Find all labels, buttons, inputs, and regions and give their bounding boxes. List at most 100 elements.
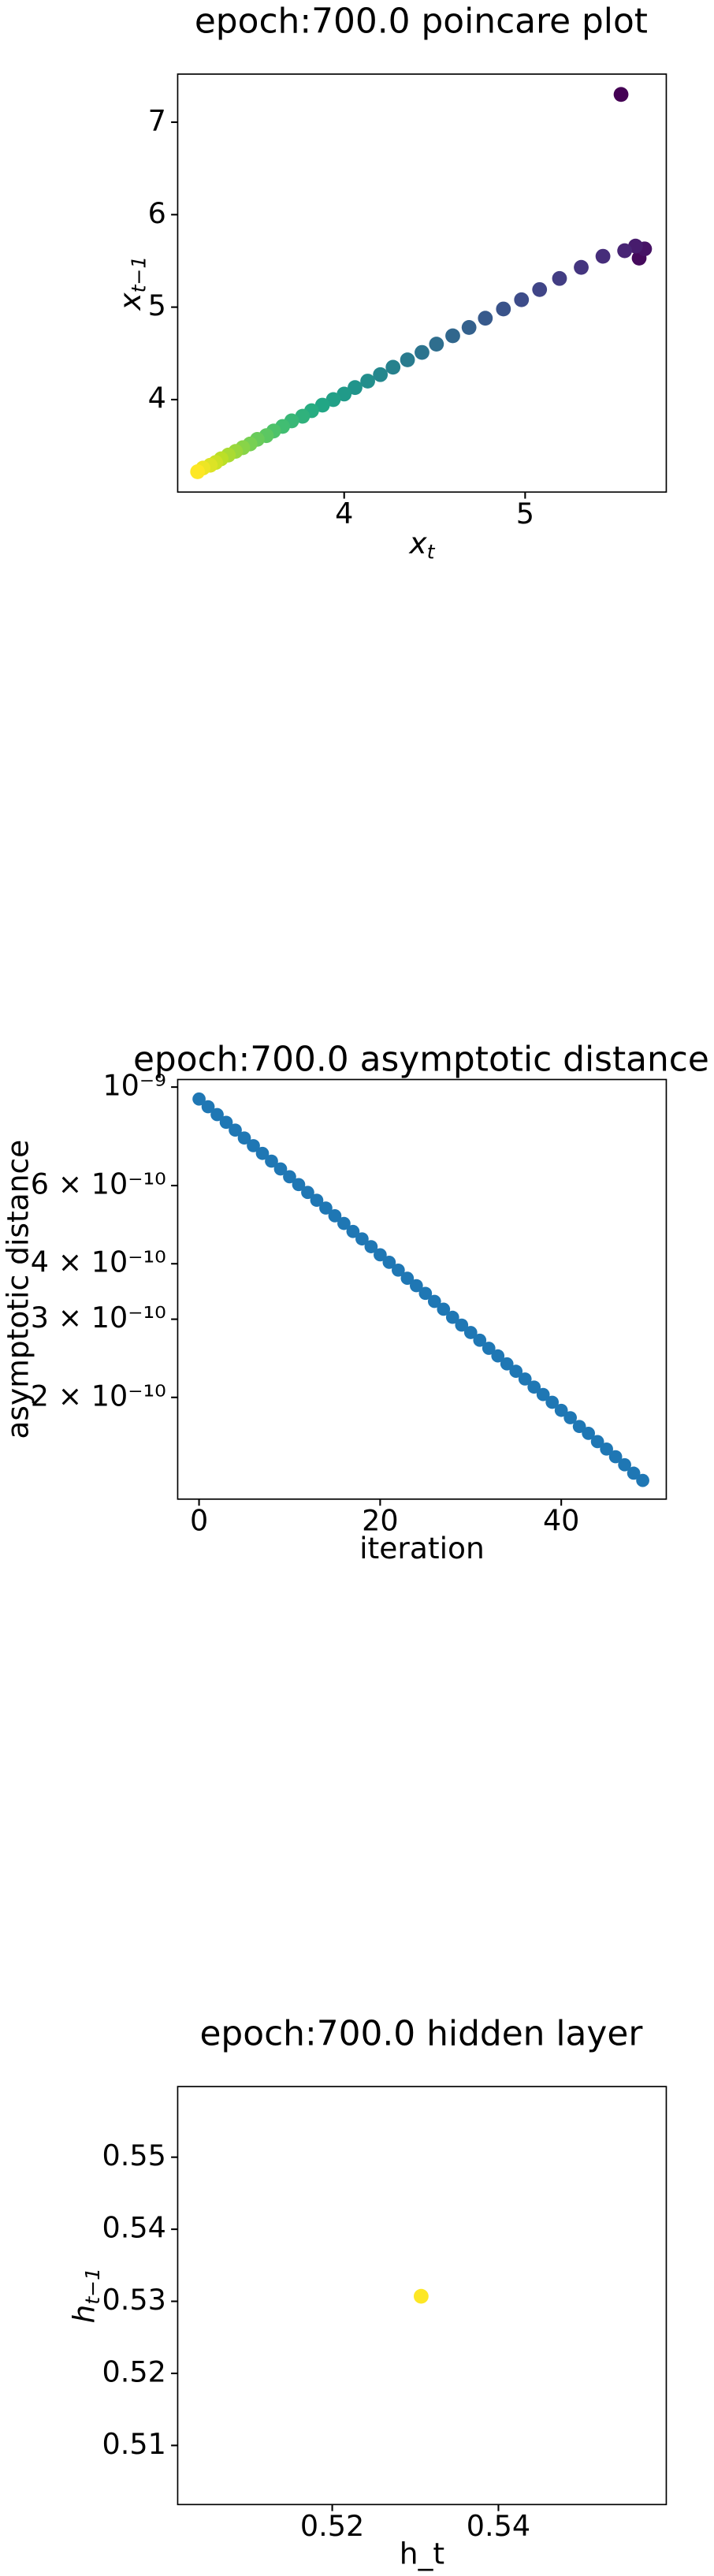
point (496, 301, 511, 317)
point (283, 1170, 296, 1184)
y-axis-label-subscript: t−1 (127, 256, 150, 293)
point (310, 1193, 324, 1208)
point (608, 1450, 623, 1464)
point (600, 1442, 613, 1456)
point (201, 1100, 215, 1114)
point (514, 292, 530, 307)
x-axis-label-base: x (408, 526, 427, 560)
y-axis-label-base: h (66, 2305, 101, 2324)
x-tick-label: 20 (362, 1504, 398, 1538)
point (552, 270, 567, 286)
point (210, 1107, 224, 1122)
point (478, 311, 493, 326)
point (355, 1232, 369, 1246)
point (364, 1240, 378, 1253)
axes-frame (177, 2086, 668, 2506)
chart-title: epoch:700.0 asymptotic distance (133, 1040, 709, 1080)
point (414, 2288, 429, 2304)
y-tick-label: 0.51 (102, 2427, 166, 2461)
point (374, 1248, 387, 1262)
point (532, 281, 548, 297)
point (617, 243, 633, 259)
point (265, 1154, 278, 1168)
point (360, 374, 375, 389)
point (427, 1294, 441, 1308)
point (595, 248, 611, 264)
y-tick-label: 0.55 (102, 2139, 166, 2172)
point (292, 1178, 306, 1192)
x-tick-label: 4 (335, 497, 353, 530)
point (373, 367, 389, 382)
point (582, 1426, 595, 1440)
point (445, 328, 460, 344)
chart-title: epoch:700.0 poincare plot (195, 1, 648, 41)
point (385, 359, 401, 375)
x-axis-label: h_t (400, 2537, 444, 2571)
point (618, 1457, 631, 1472)
x-axis-label-subscript: t (427, 540, 436, 563)
y-axis-label-subscript: t−1 (81, 2268, 104, 2305)
point (613, 87, 629, 102)
point (554, 1403, 568, 1417)
point (301, 1186, 314, 1200)
y-tick-label: 6 (148, 196, 166, 230)
point (437, 1302, 451, 1316)
point (545, 1395, 560, 1409)
point (192, 1092, 206, 1106)
x-tick-label: 5 (516, 497, 534, 530)
y-tick-label: 4 × 10⁻¹⁰ (31, 1245, 166, 1279)
point (348, 380, 363, 396)
point (463, 1326, 478, 1339)
point (445, 1310, 459, 1324)
y-tick-label: 5 (148, 288, 166, 322)
point (527, 1380, 541, 1394)
point (400, 352, 415, 367)
y-tick-label: 2 × 10⁻¹⁰ (31, 1379, 166, 1413)
axes-frame (177, 1078, 668, 1500)
y-tick-label: 4 (148, 381, 166, 415)
point (415, 344, 430, 360)
point (491, 1349, 505, 1363)
point (636, 1473, 649, 1487)
y-tick-label: 0.52 (102, 2355, 166, 2388)
point (255, 1146, 270, 1160)
point (482, 1342, 496, 1355)
point (229, 1123, 242, 1137)
point (400, 1271, 415, 1285)
point (563, 1411, 578, 1424)
y-axis-label: ht−1 (66, 2268, 104, 2324)
y-tick-label: 7 (148, 104, 166, 138)
x-tick-label: 0.52 (300, 2509, 364, 2543)
point (418, 1286, 433, 1301)
x-axis-label: iteration (359, 1531, 485, 1565)
x-tick-label: 0 (190, 1504, 208, 1538)
point (190, 464, 206, 479)
point (409, 1279, 423, 1293)
x-axis-label: xt (408, 526, 435, 564)
point (574, 259, 589, 275)
y-tick-label: 0.53 (102, 2283, 166, 2317)
point (590, 1435, 604, 1449)
y-tick-label: 6 × 10⁻¹⁰ (31, 1167, 166, 1201)
point (518, 1372, 532, 1386)
point (247, 1139, 260, 1152)
y-tick-label: 3 × 10⁻¹⁰ (31, 1301, 166, 1335)
point (273, 1162, 288, 1176)
point (337, 1216, 351, 1230)
point (500, 1357, 514, 1371)
axes-frame (177, 73, 668, 493)
point (319, 1201, 333, 1215)
y-axis-label: asymptotic distance (1, 1140, 35, 1439)
chart-title: epoch:700.0 hidden layer (199, 2013, 643, 2053)
point (461, 320, 477, 335)
point (382, 1256, 396, 1269)
y-tick-label: 0.54 (102, 2211, 166, 2245)
point (392, 1263, 405, 1277)
point (237, 1131, 251, 1145)
x-tick-label: 40 (543, 1504, 579, 1538)
point (473, 1333, 487, 1347)
point (455, 1318, 469, 1332)
y-axis-label-base: x (113, 292, 147, 311)
point (572, 1420, 586, 1434)
